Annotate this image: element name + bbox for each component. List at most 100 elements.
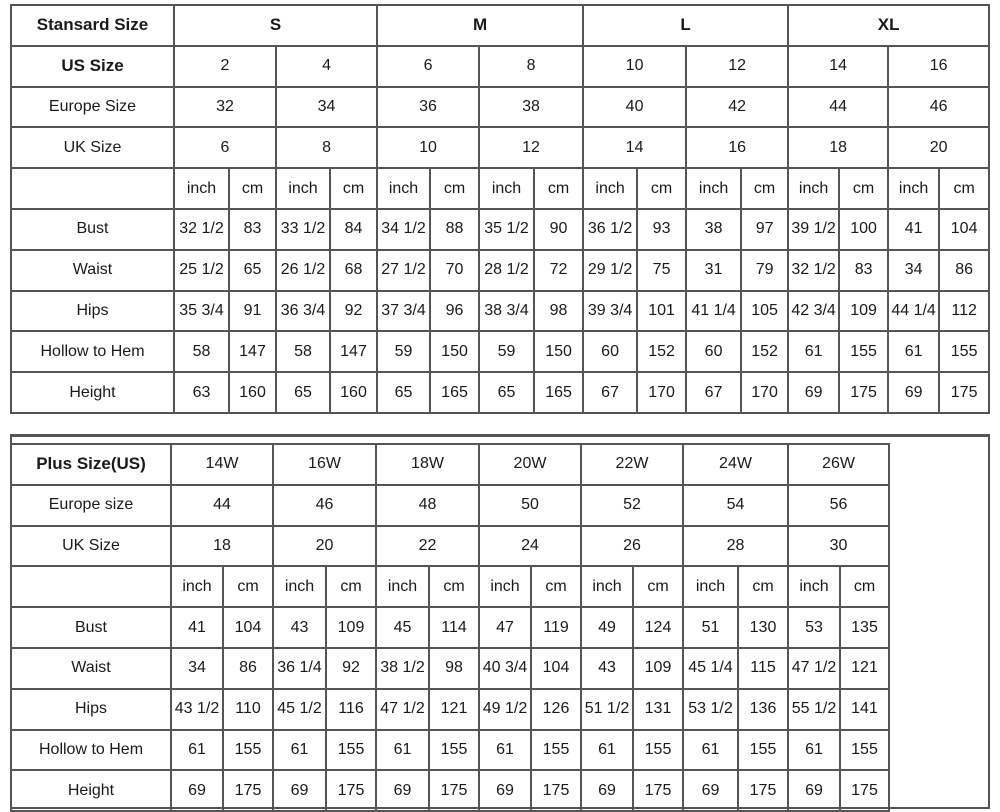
measurement-value: 175 [530, 769, 582, 812]
plus-uk-size-cell: 30 [787, 524, 890, 568]
measurement-value: 121 [839, 646, 890, 690]
unit-cm: cm [636, 167, 688, 210]
measurement-row: Bust 32 1/2 83 33 1/2 84 34 1/2 88 35 1/2 90 36 1… [10, 207, 991, 251]
measurement-value: 170 [740, 371, 790, 414]
measurement-label: Waist [10, 646, 172, 690]
measurement-value: 45 1/4 [682, 646, 739, 690]
measurement-value: 115 [737, 646, 789, 690]
measurement-value: 34 [887, 248, 941, 292]
measurement-value: 175 [839, 769, 890, 812]
measurement-value: 28 1/2 [478, 248, 536, 292]
europe-size-cell: 44 [787, 85, 890, 129]
plus-size-table: Plus Size(US) 14W 16W 18W 20W 22W 24W 26W Europe… [10, 443, 890, 812]
measurement-row: Height 63 160 65 160 65 165 65 165 67 170 67 170 69 17… [10, 371, 991, 414]
unit-inch: inch [685, 167, 743, 210]
measurement-value: 69 [887, 371, 941, 414]
measurement-value: 175 [938, 371, 991, 414]
plus-uk-size-row: UK Size 18 20 22 24 26 28 30 [10, 524, 890, 568]
measurement-value: 60 [685, 330, 743, 374]
measurement-value: 47 1/2 [375, 687, 430, 731]
unit-cm: cm [533, 167, 585, 210]
us-size-cell: 4 [274, 44, 379, 88]
measurement-value: 53 1/2 [682, 687, 739, 731]
measurement-value: 58 [275, 330, 331, 374]
measurement-value: 61 [170, 728, 224, 772]
plus-europe-size-cell: 54 [682, 483, 789, 527]
measurement-value: 41 [887, 207, 941, 251]
measurement-value: 38 3/4 [478, 289, 536, 333]
us-size-cell: 12 [685, 44, 790, 88]
measurement-value: 65 [275, 371, 331, 414]
unit-cm: cm [737, 565, 789, 609]
measurement-value: 83 [838, 248, 890, 292]
plus-uk-size-cell: 26 [580, 524, 684, 568]
measurement-value: 39 3/4 [582, 289, 639, 333]
measurement-value: 84 [328, 207, 379, 251]
measurement-value: 141 [839, 687, 890, 731]
us-size-cell: 10 [582, 44, 688, 88]
measurement-value: 150 [429, 330, 481, 374]
measurement-value: 97 [740, 207, 790, 251]
measurement-value: 51 1/2 [580, 687, 634, 731]
plus-us-size-row: Plus Size(US) 14W 16W 18W 20W 22W 24W 26W [10, 443, 890, 486]
measurement-value: 155 [632, 728, 684, 772]
measurement-value: 98 [533, 289, 585, 333]
measurement-value: 61 [375, 728, 430, 772]
measurement-label: Hips [10, 289, 175, 333]
measurement-value: 170 [636, 371, 688, 414]
measurement-value: 45 1/2 [272, 687, 327, 731]
uk-size-cell: 14 [582, 126, 688, 170]
measurement-value: 152 [740, 330, 790, 374]
standard-size-table: Stansard Size S M L XL US Size 2 4 6 8 10 12 14 16 Eur… [10, 4, 991, 414]
plus-measurement-row: Hollow to Hem 61 155 61 155 61 155 61 155 61 155 61… [10, 728, 890, 772]
plus-europe-size-row: Europe size 44 46 48 50 52 54 56 [10, 483, 890, 527]
unit-inch: inch [376, 167, 432, 210]
unit-cm: cm [428, 565, 480, 609]
unit-cm: cm [838, 167, 890, 210]
measurement-value: 69 [580, 769, 634, 812]
measurement-value: 65 [478, 371, 536, 414]
measurement-value: 92 [325, 646, 377, 690]
europe-size-cell: 38 [478, 85, 585, 129]
measurement-value: 61 [272, 728, 327, 772]
measurement-value: 93 [636, 207, 688, 251]
plus-us-size-cell: 16W [272, 443, 377, 486]
measurement-value: 43 1/2 [170, 687, 224, 731]
measurement-value: 67 [582, 371, 639, 414]
measurement-label: Hollow to Hem [10, 330, 175, 374]
empty-cell [10, 167, 175, 210]
uk-size-cell: 12 [478, 126, 585, 170]
measurement-label: Height [10, 769, 172, 812]
measurement-value: 38 [685, 207, 743, 251]
measurement-value: 131 [632, 687, 684, 731]
measurement-value: 65 [228, 248, 277, 292]
measurement-value: 155 [737, 728, 789, 772]
measurement-value: 100 [838, 207, 890, 251]
measurement-value: 34 [170, 646, 224, 690]
unit-inch: inch [375, 565, 430, 609]
measurement-label: Hollow to Hem [10, 728, 172, 772]
unit-cm: cm [429, 167, 481, 210]
measurement-value: 86 [938, 248, 991, 292]
europe-size-row: Europe Size 32 34 36 38 40 42 44 46 [10, 85, 991, 129]
measurement-value: 147 [228, 330, 277, 374]
plus-measurement-row: Waist 34 86 36 1/4 92 38 1/2 98 40 3/4 104 43 109 4… [10, 646, 890, 690]
plus-europe-size-cell: 52 [580, 483, 684, 527]
measurement-value: 36 3/4 [275, 289, 331, 333]
measurement-value: 105 [740, 289, 790, 333]
measurement-value: 40 3/4 [478, 646, 532, 690]
measurement-value: 152 [636, 330, 688, 374]
us-size-cell: 2 [173, 44, 277, 88]
plus-europe-size-cell: 48 [375, 483, 480, 527]
measurement-value: 92 [328, 289, 379, 333]
measurement-value: 61 [580, 728, 634, 772]
measurement-value: 88 [429, 207, 481, 251]
measurement-value: 136 [737, 687, 789, 731]
plus-size-header: Plus Size(US) [10, 443, 172, 486]
measurement-value: 119 [530, 606, 582, 649]
size-group-l: L [582, 4, 790, 47]
measurement-label: Height [10, 371, 175, 414]
measurement-value: 35 1/2 [478, 207, 536, 251]
measurement-value: 79 [740, 248, 790, 292]
unit-inch: inch [272, 565, 327, 609]
